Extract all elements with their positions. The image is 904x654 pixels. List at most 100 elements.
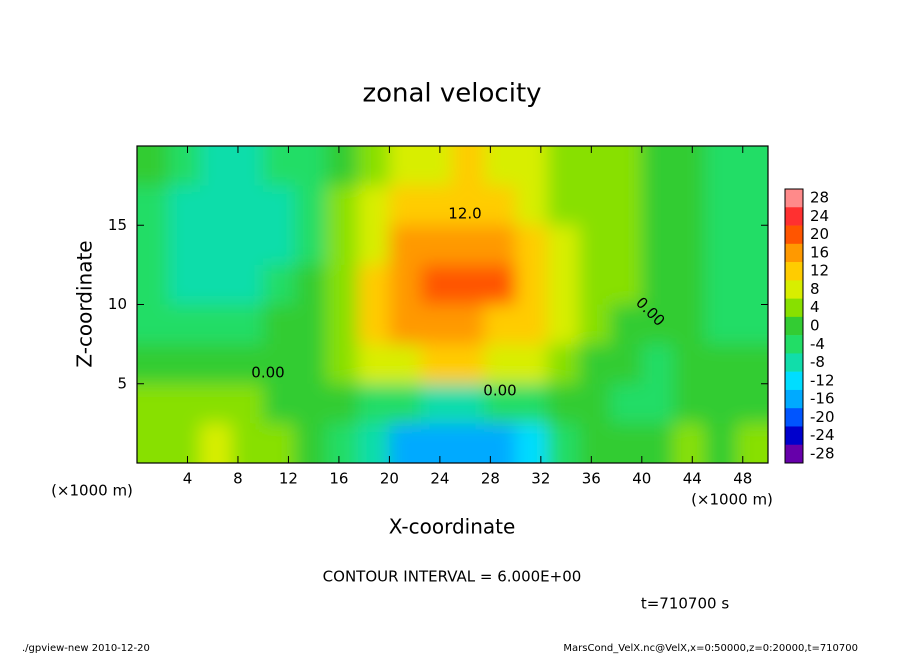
- x-tick-label: 48: [733, 470, 752, 488]
- chart-title: zonal velocity: [362, 79, 541, 109]
- colorbar-label: -24: [810, 426, 835, 444]
- cells: [137, 146, 768, 463]
- cell: [610, 304, 643, 345]
- cell: [452, 383, 485, 424]
- colorbar-label: 16: [810, 243, 829, 261]
- cell: [704, 383, 737, 424]
- cell: [263, 264, 296, 305]
- cell: [673, 146, 706, 187]
- cell: [137, 185, 170, 226]
- cell: [484, 304, 517, 345]
- cell: [673, 225, 706, 266]
- cell: [326, 225, 359, 266]
- y-tick-label: 10: [108, 295, 127, 313]
- colorbar-label: -20: [810, 408, 835, 426]
- cell: [704, 344, 737, 385]
- cell: [168, 423, 201, 463]
- cell: [357, 304, 390, 345]
- cell: [168, 304, 201, 345]
- colorbar-label: -12: [810, 371, 835, 389]
- cell: [736, 304, 768, 345]
- cell: [610, 185, 643, 226]
- cell: [704, 304, 737, 345]
- cell: [168, 225, 201, 266]
- cell: [610, 423, 643, 463]
- cell: [420, 423, 453, 463]
- cell: [515, 423, 548, 463]
- cell: [357, 264, 390, 305]
- colorbar-swatch: [785, 207, 803, 226]
- cell: [641, 423, 674, 463]
- cell: [736, 383, 768, 424]
- cell: [231, 304, 264, 345]
- cell: [515, 185, 548, 226]
- colorbar-label: -4: [810, 335, 825, 353]
- cell: [389, 264, 422, 305]
- colorbar-label: 24: [810, 207, 829, 225]
- cell: [547, 264, 580, 305]
- x-tick-label: 12: [279, 470, 298, 488]
- colorbar-label: 4: [810, 298, 820, 316]
- cell: [452, 304, 485, 345]
- y-axis-label: Z-coordinate: [73, 240, 97, 367]
- cell: [168, 185, 201, 226]
- cell: [452, 146, 485, 187]
- cell: [547, 146, 580, 187]
- colorbar-label: 8: [810, 280, 820, 298]
- cell: [515, 383, 548, 424]
- cell: [294, 264, 327, 305]
- x-tick-label: 20: [380, 470, 399, 488]
- cell: [294, 423, 327, 463]
- colorbar-swatch: [785, 426, 803, 446]
- cell: [547, 344, 580, 385]
- cell: [231, 225, 264, 266]
- cell: [231, 344, 264, 385]
- colorbar-label: -28: [810, 444, 835, 462]
- colorbar-swatch: [785, 225, 803, 245]
- cell: [420, 225, 453, 266]
- cell: [736, 146, 768, 187]
- cell: [326, 264, 359, 305]
- cell: [484, 383, 517, 424]
- cell: [137, 225, 170, 266]
- colorbar-swatch: [785, 262, 803, 281]
- cell: [200, 185, 233, 226]
- cell: [389, 146, 422, 187]
- cell: [263, 344, 296, 385]
- cell: [484, 344, 517, 385]
- cell: [294, 146, 327, 187]
- cell: [357, 383, 390, 424]
- cell: [704, 146, 737, 187]
- cell: [578, 383, 611, 424]
- footer-right: MarsCond_VelX.nc@VelX,x=0:50000,z=0:2000…: [563, 643, 858, 654]
- cell: [168, 146, 201, 187]
- colorbar-swatch: [785, 189, 803, 208]
- cell: [420, 304, 453, 345]
- colorbar-swatch: [785, 444, 803, 464]
- cell: [357, 185, 390, 226]
- cell: [452, 423, 485, 463]
- cell: [515, 344, 548, 385]
- cell: [610, 225, 643, 266]
- cell: [137, 383, 170, 424]
- colorbar-swatch: [785, 408, 803, 427]
- cell: [547, 185, 580, 226]
- cell: [420, 344, 453, 385]
- footer-left: ./gpview-new 2010-12-20: [22, 643, 150, 654]
- cell: [326, 423, 359, 463]
- cell: [484, 264, 517, 305]
- y-unit: (×1000 m): [51, 482, 133, 500]
- cell: [515, 146, 548, 187]
- cell: [326, 146, 359, 187]
- colorbar-swatch: [785, 389, 803, 409]
- colorbar-label: 12: [810, 262, 829, 280]
- cell: [294, 383, 327, 424]
- cell: [137, 423, 170, 463]
- cell: [200, 304, 233, 345]
- cell: [137, 264, 170, 305]
- cell: [641, 383, 674, 424]
- cell: [547, 423, 580, 463]
- x-tick-label: 36: [582, 470, 601, 488]
